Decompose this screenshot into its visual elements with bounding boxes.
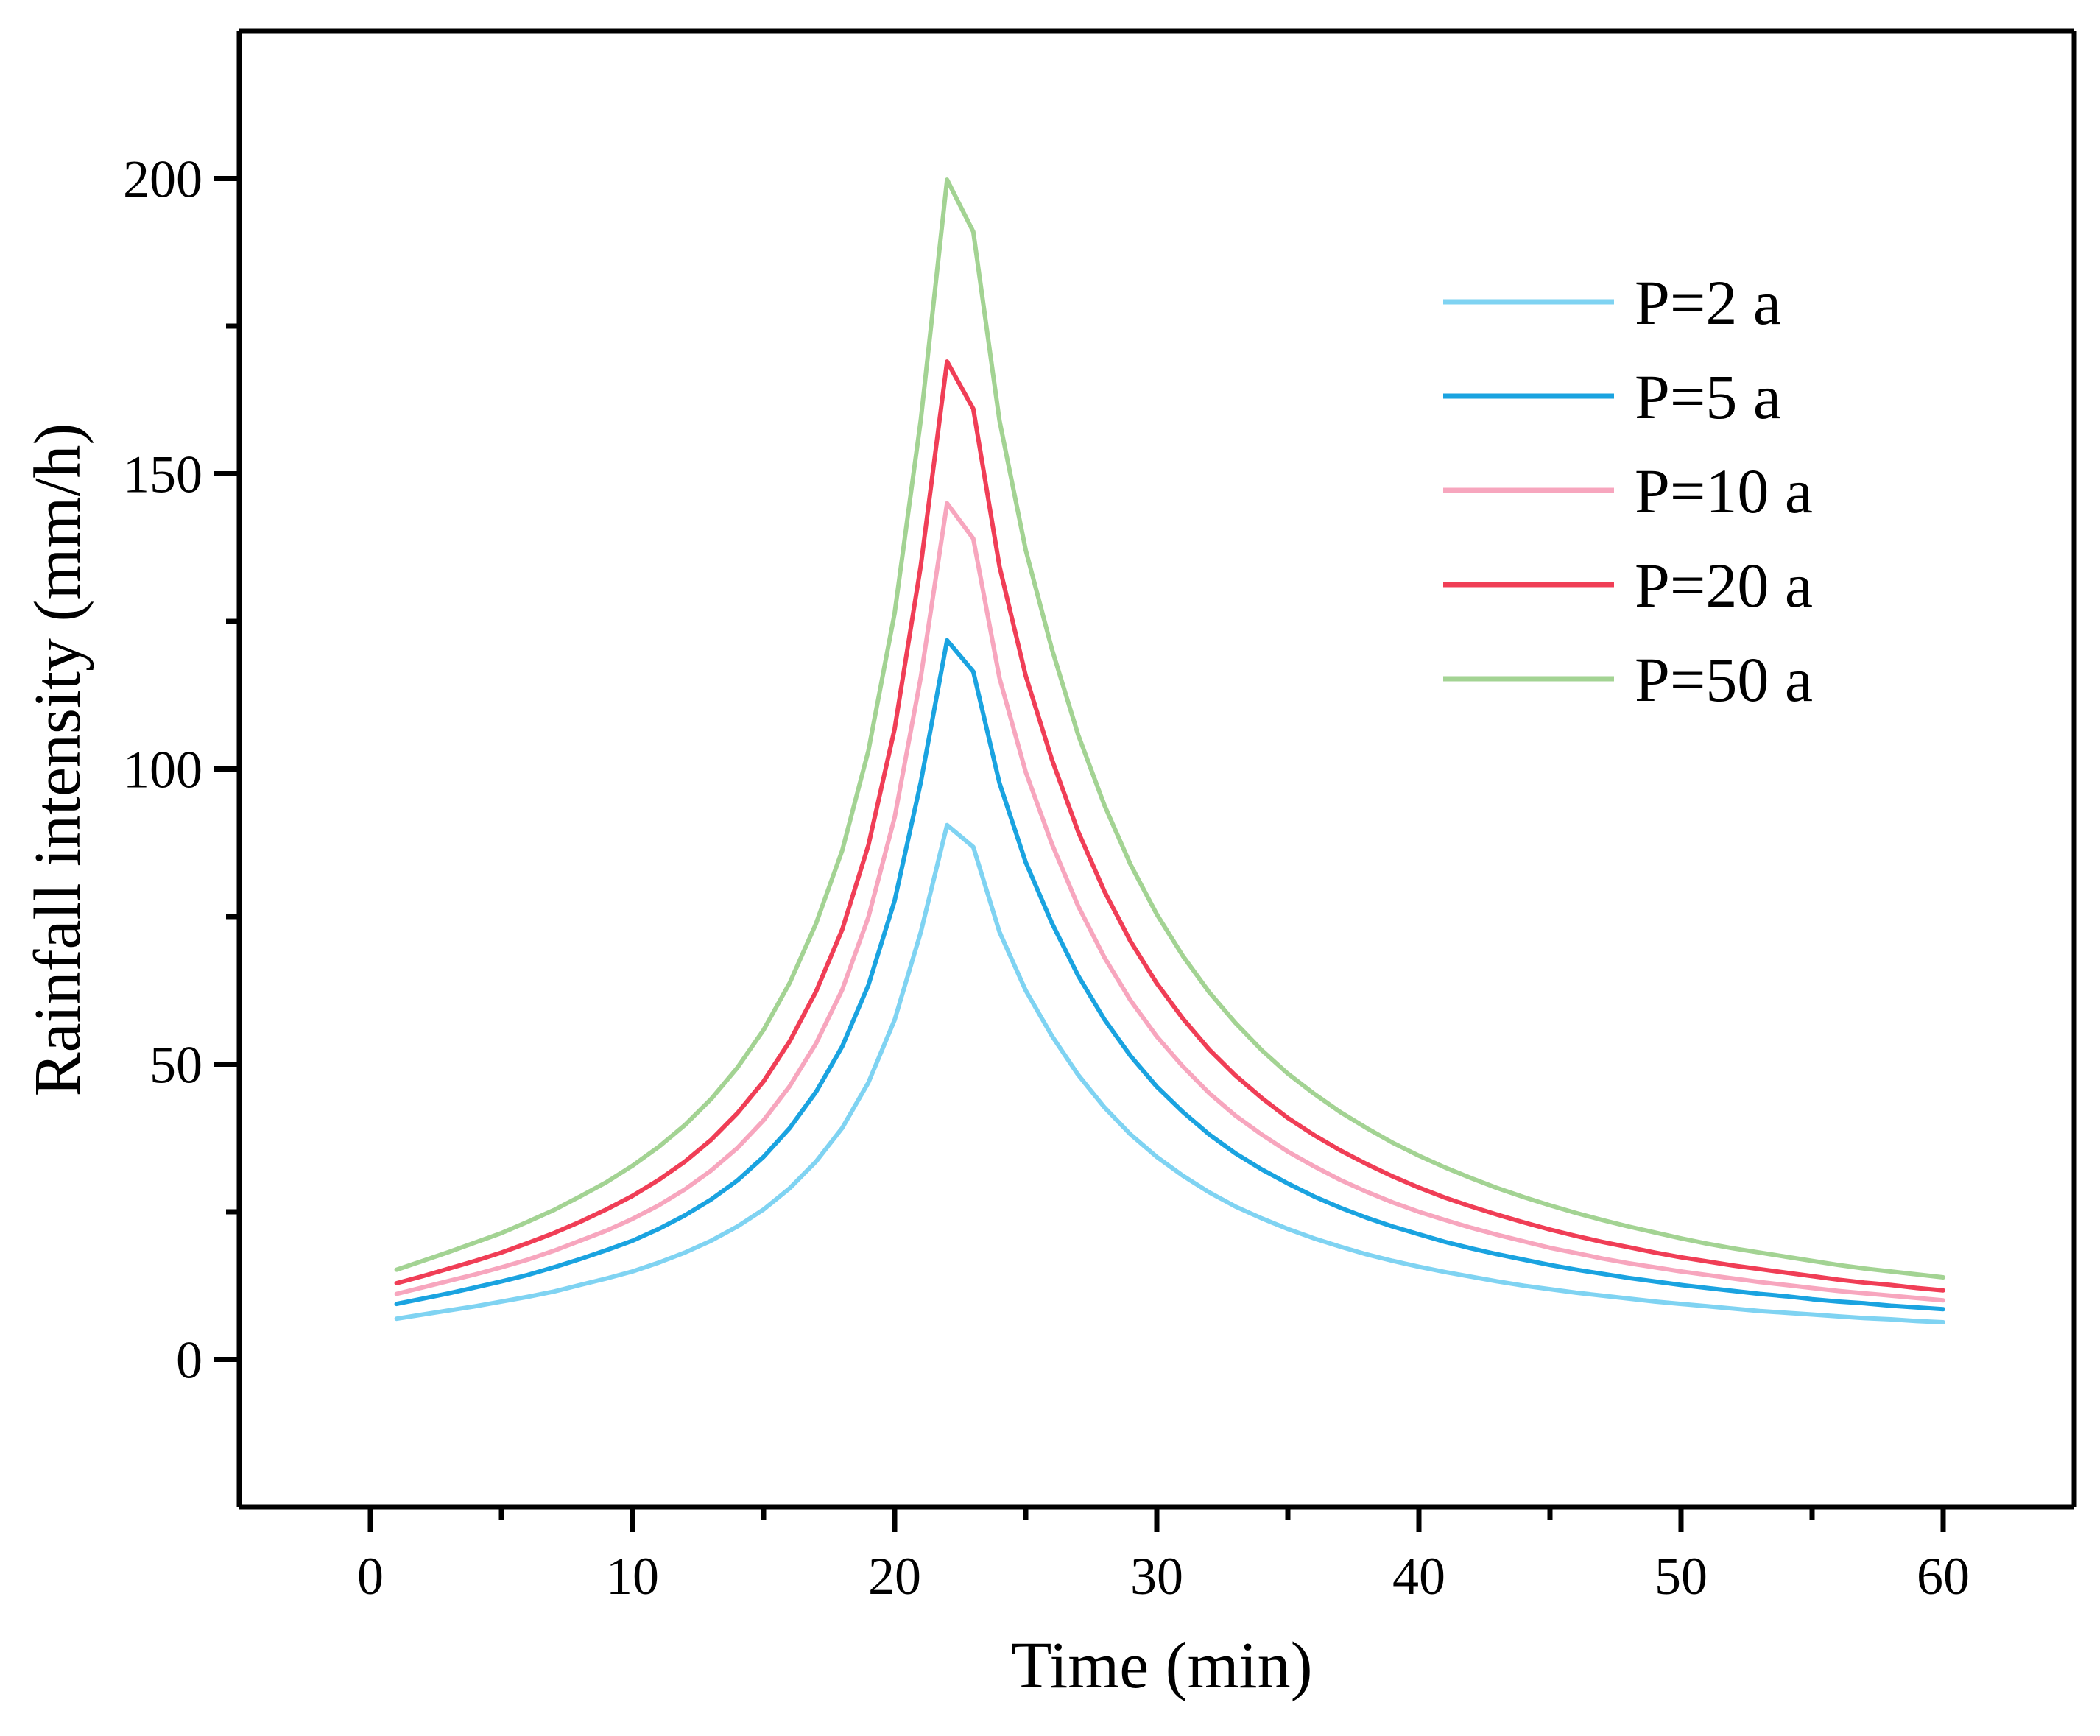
legend: P=2 a P=5 a P=10 a P=20 a P=50 a (1443, 267, 1813, 715)
series-line-2 (394, 638, 1945, 1312)
legend-label: P=10 a (1635, 456, 1813, 526)
x-tick-label: 10 (606, 1547, 659, 1606)
x-tick-label: 50 (1655, 1547, 1708, 1606)
series-line-4 (394, 359, 1945, 1293)
series-lines (394, 177, 1945, 1324)
y-tick-label: 100 (123, 741, 202, 800)
x-axis-title: Time (min) (1011, 1629, 1312, 1702)
y-tick-label: 0 (176, 1331, 202, 1390)
legend-label: P=2 a (1635, 267, 1781, 338)
x-tick-label: 60 (1917, 1547, 1970, 1606)
x-axis-ticks: 0 10 20 30 40 50 60 (357, 1507, 1970, 1606)
series-line-5 (394, 177, 1945, 1280)
y-axis-ticks: 0 50 100 150 200 (123, 150, 239, 1390)
y-tick-label: 50 (149, 1036, 202, 1095)
x-tick-label: 20 (868, 1547, 921, 1606)
legend-label: P=20 a (1635, 550, 1813, 621)
y-tick-label: 200 (123, 150, 202, 209)
legend-label: P=5 a (1635, 361, 1781, 432)
x-tick-label: 0 (357, 1547, 384, 1606)
y-tick-label: 150 (123, 445, 202, 504)
x-tick-label: 30 (1130, 1547, 1183, 1606)
x-tick-label: 40 (1392, 1547, 1445, 1606)
series-line-1 (394, 822, 1945, 1324)
legend-label: P=50 a (1635, 644, 1813, 715)
y-axis-title: Rainfall intensity (mm/h) (21, 423, 94, 1097)
series-line-3 (394, 501, 1945, 1303)
